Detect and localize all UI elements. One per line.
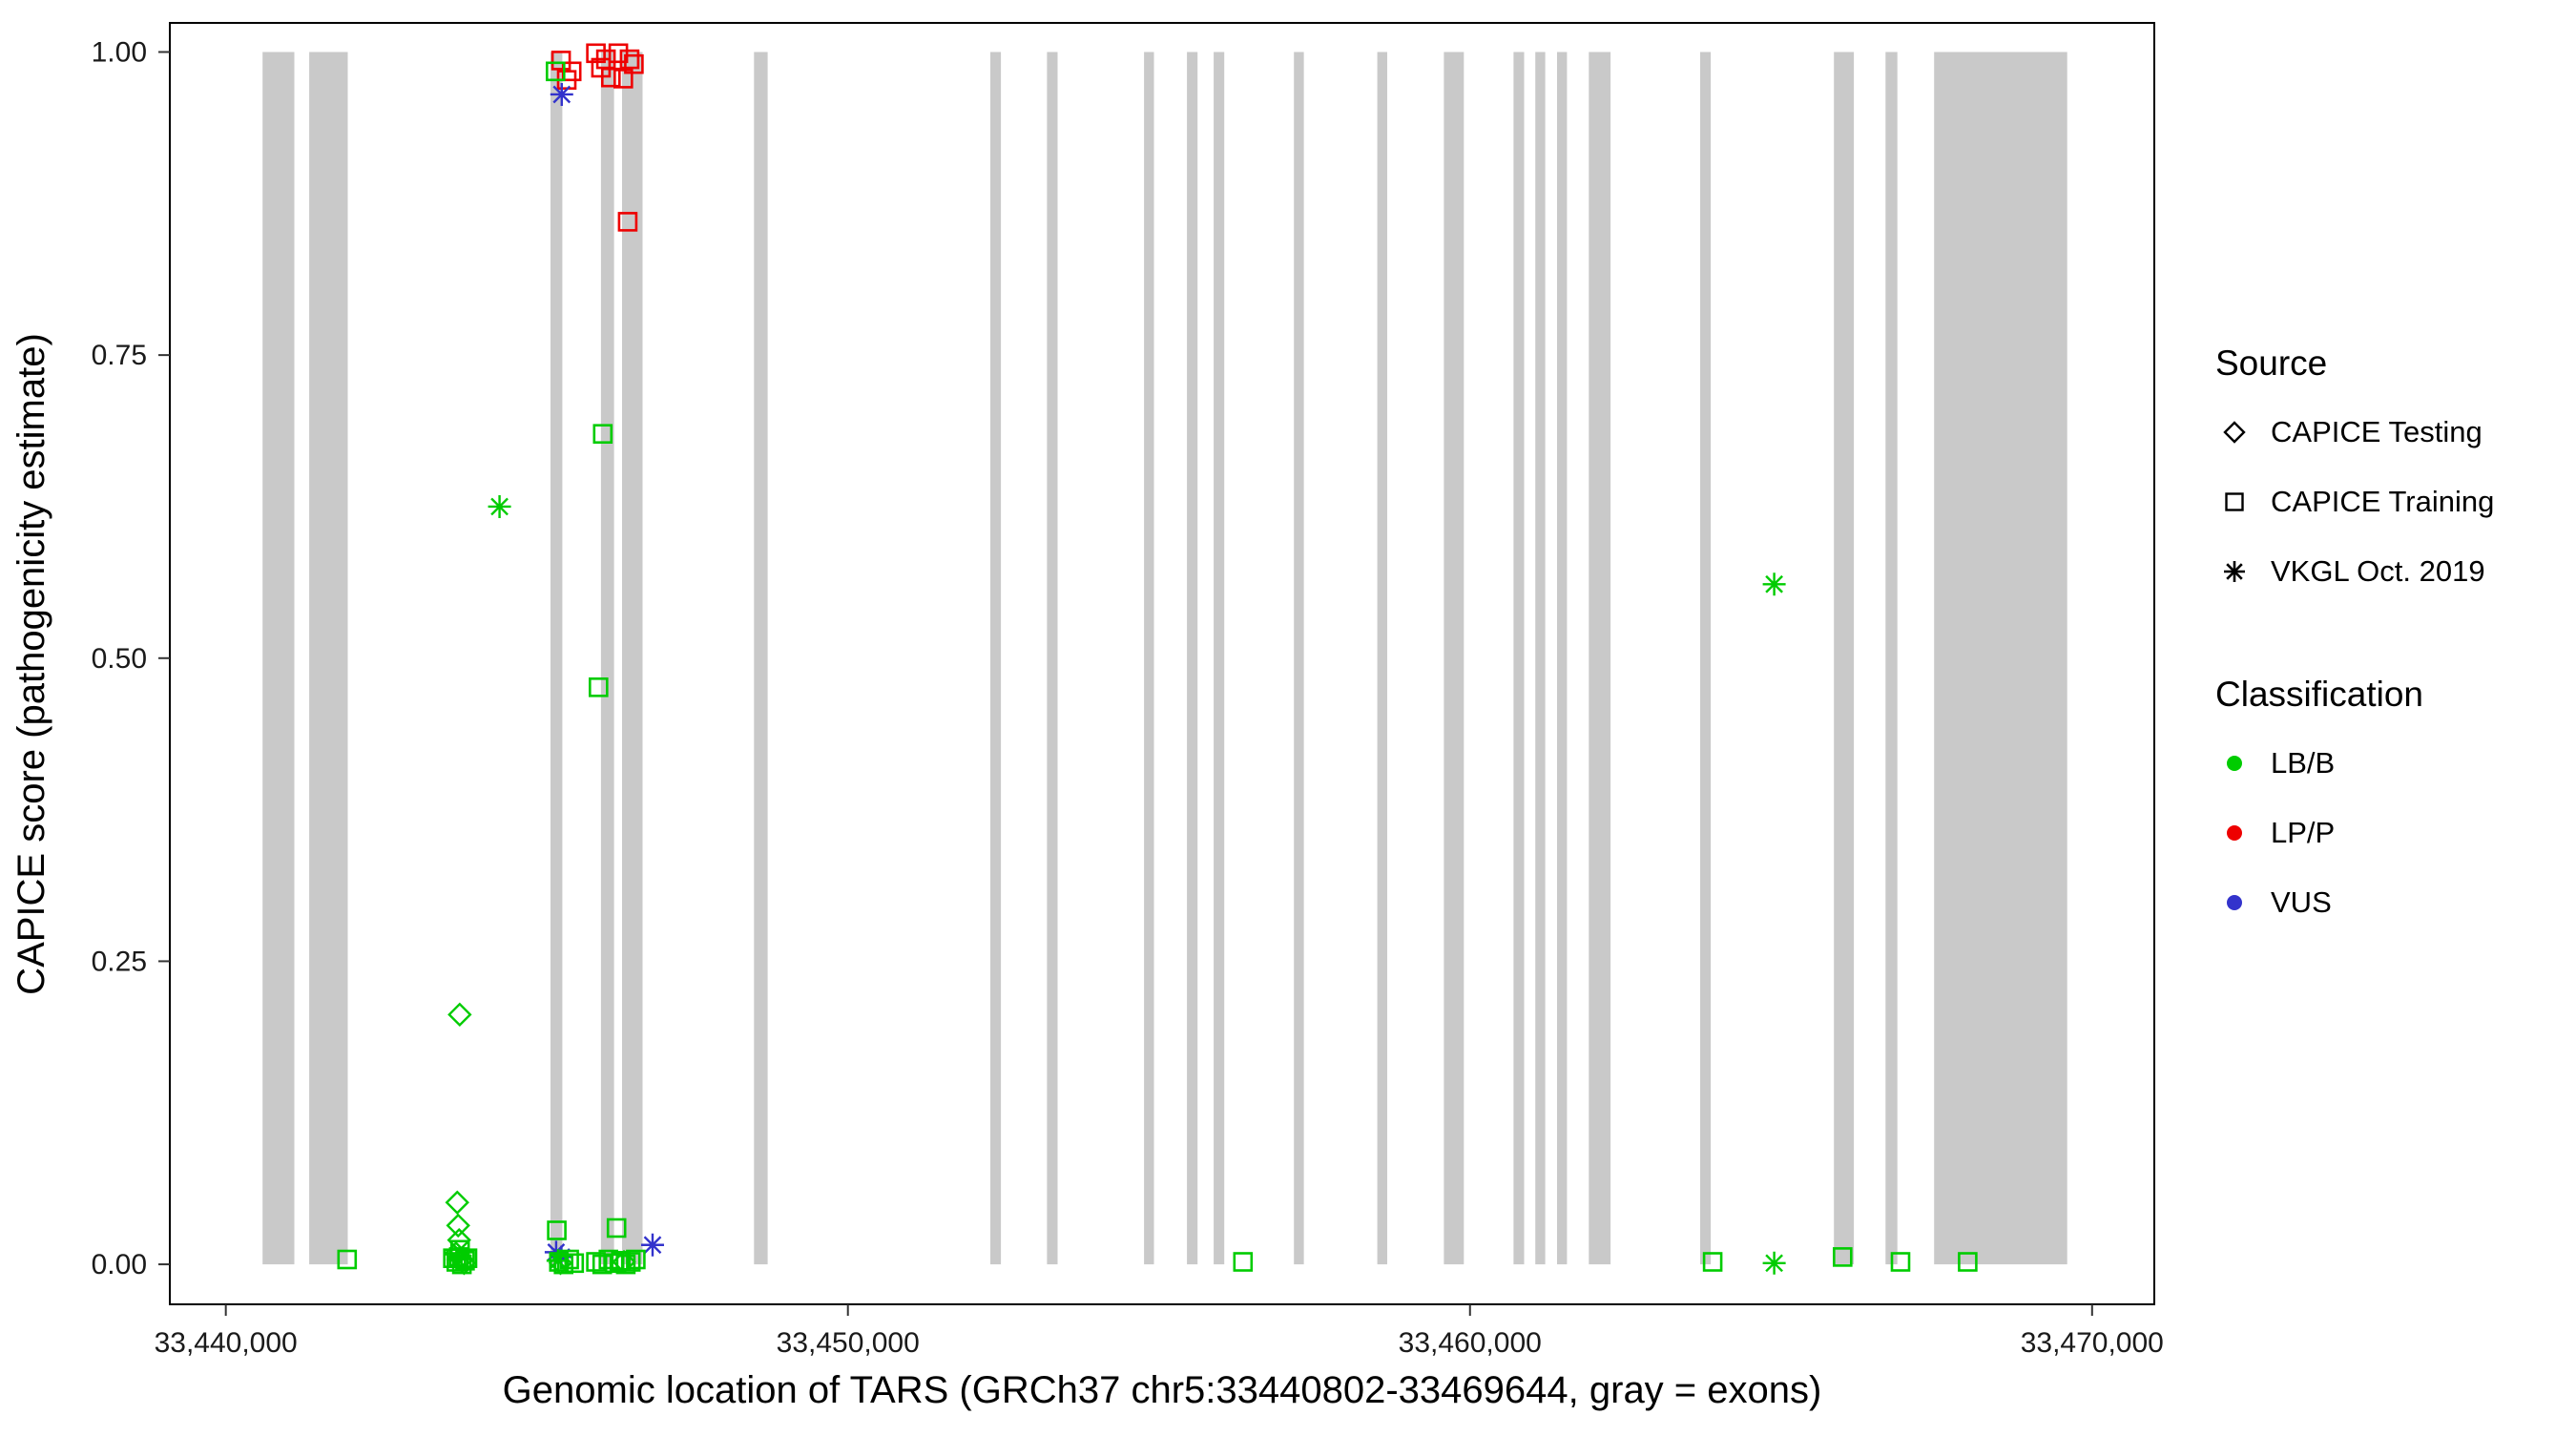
exon-band: [1934, 52, 2067, 1265]
legend-item-label: VUS: [2271, 884, 2332, 919]
legend-classification-title: Classification: [2215, 675, 2423, 714]
data-point-diamond: [446, 1213, 470, 1238]
legend-item-capice-testing: CAPICE Testing: [2215, 397, 2494, 467]
data-point-square: [620, 1252, 641, 1272]
exon-band: [1589, 52, 1611, 1265]
data-point-asterisk: [1762, 1251, 1786, 1275]
data-point-square: [559, 1249, 579, 1270]
legend-item-lpp: LP/P: [2215, 798, 2494, 867]
points-layer: [337, 43, 1978, 1276]
data-point-square: [1233, 1252, 1254, 1272]
exon-band: [1444, 52, 1465, 1265]
asterisk-icon: [2224, 560, 2245, 582]
data-point-square: [1958, 1252, 1978, 1272]
legend-item-capice-training: CAPICE Training: [2215, 467, 2494, 536]
exon-band: [1294, 52, 1304, 1265]
data-point-square: [624, 53, 644, 74]
data-point-square: [588, 676, 609, 697]
data-point-square: [617, 212, 638, 232]
data-point-square: [564, 1253, 585, 1274]
data-point-square: [1833, 1247, 1853, 1267]
data-point-diamond: [612, 1249, 636, 1275]
exon-band: [551, 52, 563, 1265]
y-tick-label: 0.50: [92, 643, 147, 675]
exon-band: [1144, 52, 1154, 1265]
exon-band: [1700, 52, 1712, 1265]
data-point-square: [619, 49, 640, 70]
legend-item-vus: VUS: [2215, 867, 2494, 937]
data-point-asterisk: [446, 1247, 469, 1271]
exon-band: [990, 52, 1002, 1265]
data-point-square: [600, 67, 621, 88]
data-point-square: [586, 43, 606, 64]
data-point-asterisk: [550, 82, 573, 106]
panel-border: [169, 22, 2155, 1305]
diamond-icon: [2223, 420, 2246, 444]
exon-band: [1834, 52, 1855, 1265]
exon-band: [1214, 52, 1225, 1265]
data-point-square: [613, 69, 634, 89]
y-tick-label: 0.75: [92, 340, 147, 371]
legend-classification-block: Classification LB/B LP/P VUS: [2215, 675, 2494, 937]
x-tick-label: 33,450,000: [777, 1327, 920, 1359]
exon-band: [1377, 52, 1387, 1265]
y-axis-title: CAPICE score (pathogenicity estimate): [10, 333, 52, 995]
data-point-square: [1890, 1252, 1911, 1272]
exon-band: [622, 52, 643, 1265]
blue-dot-icon: [2227, 894, 2242, 910]
data-point-square: [606, 1217, 627, 1238]
legend-item-vkgl: VKGL Oct. 2019: [2215, 536, 2494, 606]
legend-item-lbb: LB/B: [2215, 728, 2494, 798]
legend-item-label: VKGL Oct. 2019: [2271, 553, 2485, 588]
x-tick-label: 33,460,000: [1399, 1327, 1542, 1359]
exon-band: [1557, 52, 1568, 1265]
exon-band: [1513, 52, 1525, 1265]
y-tick-label: 1.00: [92, 36, 147, 68]
exon-band: [262, 52, 295, 1265]
y-tick-label: 0.00: [92, 1249, 147, 1280]
exon-band: [1047, 52, 1058, 1265]
red-dot-icon: [2227, 824, 2242, 841]
data-point-square: [545, 61, 566, 82]
legend-source-title: Source: [2215, 343, 2328, 383]
data-point-square: [626, 1249, 646, 1270]
legend: Source CAPICE Testing CAPICE Training VK…: [2215, 343, 2494, 937]
exon-band: [1187, 52, 1198, 1265]
data-point-square: [1702, 1252, 1723, 1272]
data-point-square: [551, 51, 571, 71]
data-point-asterisk: [640, 1233, 664, 1257]
data-point-diamond: [548, 1251, 573, 1276]
exon-band: [600, 52, 614, 1265]
x-tick-label: 33,440,000: [155, 1327, 298, 1359]
x-tick-label: 33,470,000: [2021, 1327, 2164, 1359]
exon-band: [1885, 52, 1898, 1265]
data-point-asterisk: [1762, 572, 1786, 596]
y-tick-label: 0.25: [92, 946, 147, 977]
data-point-square: [547, 1220, 567, 1240]
exon-bands-layer: [262, 52, 2067, 1265]
data-point-square: [337, 1249, 358, 1270]
exon-band: [1535, 52, 1546, 1265]
x-axis-title: Genomic location of TARS (GRCh37 chr5:33…: [503, 1369, 1822, 1411]
data-point-square: [586, 1252, 606, 1272]
data-point-asterisk: [488, 494, 511, 518]
legend-item-label: CAPICE Testing: [2271, 414, 2483, 448]
exon-band: [754, 52, 768, 1265]
data-point-asterisk: [546, 1249, 570, 1273]
data-point-diamond: [447, 1002, 472, 1028]
legend-item-label: CAPICE Training: [2271, 484, 2495, 518]
exon-band: [309, 52, 348, 1265]
data-point-square: [592, 424, 613, 445]
axes-layer: 33,440,000 33,450,000 33,460,000 33,470,000…: [92, 36, 2164, 1359]
legend-item-label: LB/B: [2271, 745, 2336, 780]
data-point-diamond: [445, 1190, 469, 1215]
data-point-square: [608, 43, 629, 64]
data-point-square: [592, 1254, 613, 1275]
green-dot-icon: [2227, 755, 2242, 771]
legend-item-label: LP/P: [2271, 815, 2336, 849]
square-icon: [2225, 491, 2244, 511]
legend-source-block: Source CAPICE Testing CAPICE Training VK…: [2215, 343, 2494, 606]
